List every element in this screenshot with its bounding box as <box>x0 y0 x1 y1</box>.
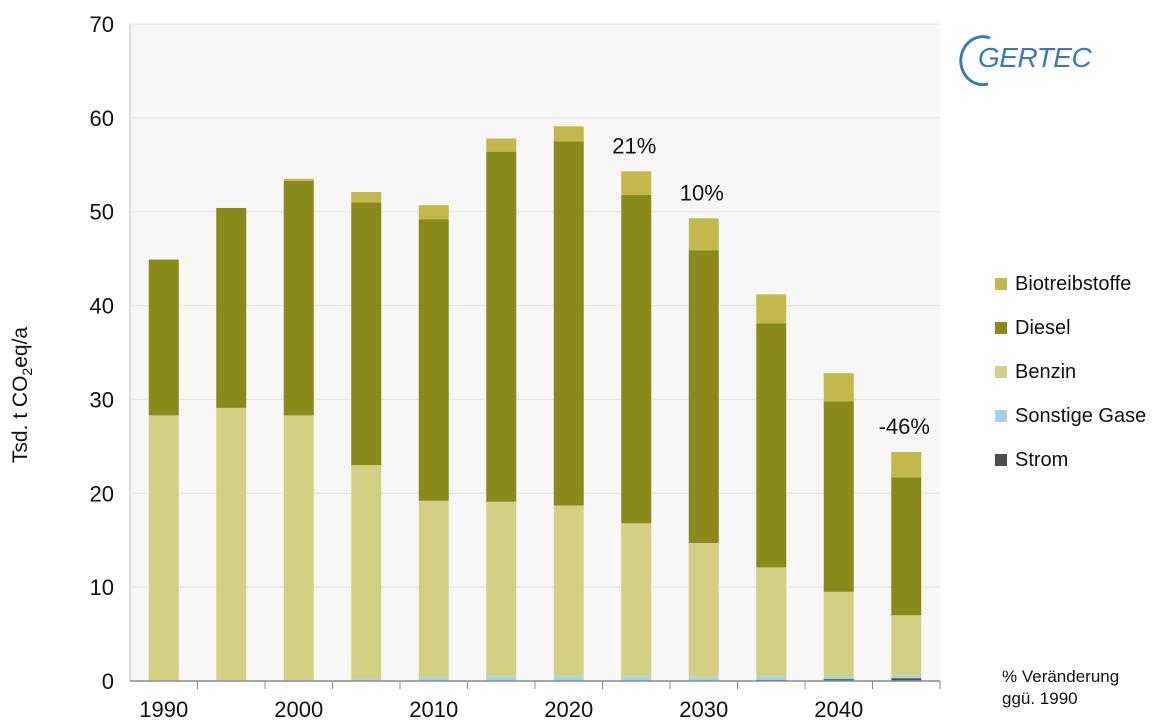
bar-segment <box>486 151 517 502</box>
bar-segment <box>216 407 247 681</box>
bar-segment <box>148 259 179 416</box>
bar-segment <box>823 373 854 402</box>
bar-segment <box>351 465 382 680</box>
logo-arc-icon <box>959 35 991 87</box>
bar-segment <box>283 178 314 181</box>
legend-label: Benzin <box>1015 360 1077 383</box>
bar-segment <box>351 202 382 466</box>
bar-segment <box>553 126 584 142</box>
bar-segment <box>553 141 584 506</box>
bar-segment <box>823 676 854 680</box>
bar-segment <box>756 294 787 324</box>
x-tick-label: 1990 <box>139 697 188 722</box>
bar-segment <box>823 401 854 592</box>
legend-label: Sonstige Gase <box>1015 404 1147 427</box>
y-tick-label: 60 <box>90 106 114 131</box>
legend-label: Biotreibstoffe <box>1015 272 1132 295</box>
y-tick-label: 0 <box>102 669 114 694</box>
bar-segment <box>891 451 922 478</box>
note-line-2: ggü. 1990 <box>1002 689 1078 708</box>
change-annotation: 21% <box>612 133 656 158</box>
bar-segment <box>891 477 922 616</box>
y-tick-label: 40 <box>90 294 114 319</box>
x-tick-label: 2040 <box>814 697 863 722</box>
bar-segment <box>351 192 382 203</box>
legend-label: Strom <box>1015 448 1069 471</box>
bar-segment <box>418 219 449 501</box>
chart-legend: Biotreibstoffe Diesel Benzin Sonstige Ga… <box>995 262 1146 482</box>
x-tick-label: 2000 <box>274 697 323 722</box>
bar-segment <box>283 180 314 416</box>
y-tick-label: 10 <box>90 575 114 600</box>
legend-swatch <box>995 366 1007 378</box>
legend-item-sonstige-gase: Sonstige Gase <box>995 394 1146 438</box>
legend-item-strom: Strom <box>995 438 1146 482</box>
legend-swatch <box>995 454 1007 466</box>
bar-segment <box>418 500 449 678</box>
bar-segment <box>891 678 922 681</box>
bar-segment <box>688 250 719 544</box>
bar-segment <box>621 194 652 524</box>
y-tick-label: 20 <box>90 481 114 506</box>
legend-item-benzin: Benzin <box>995 350 1146 394</box>
logo-text: GERTEC <box>978 42 1092 73</box>
bar-segment <box>351 679 382 681</box>
y-tick-label: 30 <box>90 387 114 412</box>
gertec-logo: GERTEC <box>958 30 1092 90</box>
bar-segment <box>823 679 854 681</box>
bar-segment <box>418 677 449 681</box>
x-tick-label: 2030 <box>679 697 728 722</box>
bar-segment <box>553 505 584 677</box>
bar-segment <box>486 676 517 681</box>
y-tick-label: 70 <box>90 12 114 37</box>
bar-segment <box>283 415 314 681</box>
y-axis-label: Tsd. t CO2eq/a <box>8 326 36 464</box>
bar-segment <box>621 676 652 681</box>
bar-segment <box>891 675 922 679</box>
bar-segment <box>688 218 719 251</box>
legend-label: Diesel <box>1015 316 1071 339</box>
bar-segment <box>891 615 922 676</box>
bar-segment <box>688 543 719 678</box>
legend-item-diesel: Diesel <box>995 306 1146 350</box>
change-note: % Veränderung ggü. 1990 <box>1002 666 1119 710</box>
bar-segment <box>148 415 179 681</box>
y-tick-label: 50 <box>90 200 114 225</box>
plot-area <box>130 24 940 681</box>
x-tick-label: 2010 <box>409 697 458 722</box>
bar-segment <box>756 676 787 681</box>
x-tick-label: 2020 <box>544 697 593 722</box>
bar-segment <box>486 501 517 677</box>
bar-segment <box>688 677 719 681</box>
legend-item-biotreibstoffe: Biotreibstoffe <box>995 262 1146 306</box>
legend-swatch <box>995 278 1007 290</box>
bar-segment <box>216 207 247 408</box>
change-annotation: 10% <box>680 180 724 205</box>
bar-segment <box>756 323 787 568</box>
bar-segment <box>823 591 854 677</box>
bar-segment <box>418 205 449 220</box>
bar-segment <box>486 138 517 152</box>
change-annotation: -46% <box>879 414 930 439</box>
note-line-1: % Veränderung <box>1002 667 1120 686</box>
bar-segment <box>553 676 584 681</box>
bar-segment <box>756 567 787 677</box>
bar-segment <box>621 171 652 195</box>
legend-swatch <box>995 410 1007 422</box>
legend-swatch <box>995 322 1007 334</box>
bar-segment <box>621 523 652 677</box>
